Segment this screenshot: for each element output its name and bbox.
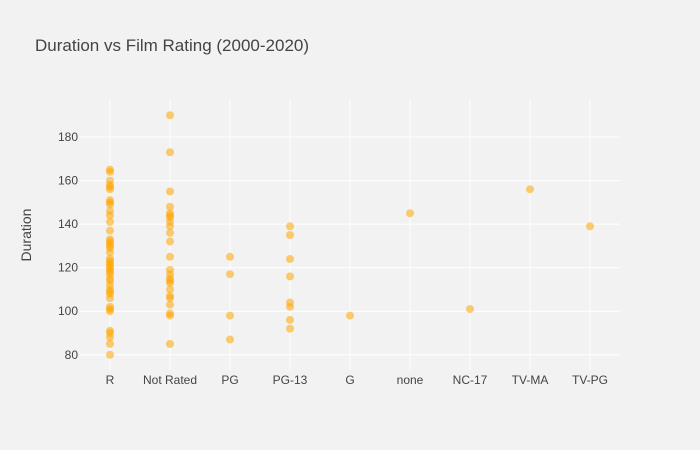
x-tick-label: Not Rated — [143, 373, 197, 387]
data-point — [586, 222, 594, 231]
y-tick-label: 80 — [65, 348, 79, 362]
x-tick-label: G — [345, 373, 354, 387]
data-point — [166, 309, 174, 318]
data-point — [286, 231, 294, 239]
data-point — [226, 335, 234, 344]
x-tick-label: NC-17 — [453, 373, 488, 387]
x-tick-label: R — [106, 373, 115, 387]
x-tick-label: PG-13 — [273, 373, 308, 387]
data-point — [106, 226, 114, 235]
data-point — [106, 165, 114, 174]
x-tick-label: TV-MA — [512, 373, 549, 387]
data-point — [526, 185, 534, 194]
data-point — [286, 315, 294, 324]
data-point — [166, 111, 174, 120]
data-point — [226, 270, 234, 279]
data-point — [106, 176, 114, 185]
data-point — [166, 300, 174, 309]
data-point — [286, 222, 294, 231]
data-point — [166, 237, 174, 246]
gridlines — [80, 100, 620, 370]
data-point — [166, 291, 174, 300]
data-point — [166, 228, 174, 237]
data-point — [106, 217, 114, 226]
y-tick-label: 120 — [58, 261, 78, 275]
data-point — [286, 272, 294, 281]
data-point — [286, 324, 294, 333]
data-point — [166, 148, 174, 157]
data-point — [106, 196, 114, 205]
data-point — [226, 311, 234, 320]
y-tick-label: 140 — [58, 217, 78, 231]
data-point — [166, 285, 174, 294]
data-point — [106, 350, 114, 359]
data-point — [106, 254, 114, 263]
data-point — [286, 298, 294, 307]
data-point — [166, 209, 174, 218]
data-point — [166, 339, 174, 348]
x-tick-label: none — [397, 373, 424, 387]
data-point — [166, 202, 174, 211]
data-point — [106, 207, 114, 216]
y-tick-label: 180 — [58, 130, 78, 144]
data-point — [106, 235, 114, 244]
data-point — [106, 302, 114, 311]
x-tick-label: TV-PG — [572, 373, 608, 387]
y-tick-label: 100 — [58, 304, 78, 318]
data-point — [166, 187, 174, 196]
y-tick-label: 160 — [58, 174, 78, 188]
data-point — [286, 254, 294, 263]
data-point — [106, 339, 114, 348]
y-axis-title: Duration — [18, 209, 34, 262]
data-point — [166, 265, 174, 274]
data-points — [106, 111, 594, 359]
data-point — [166, 252, 174, 261]
data-point — [106, 326, 114, 335]
data-point — [226, 252, 234, 261]
data-point — [406, 209, 414, 218]
chart-title: Duration vs Film Rating (2000-2020) — [35, 36, 309, 55]
data-point — [466, 305, 474, 314]
x-tick-label: PG — [221, 373, 238, 387]
data-point — [346, 311, 354, 320]
